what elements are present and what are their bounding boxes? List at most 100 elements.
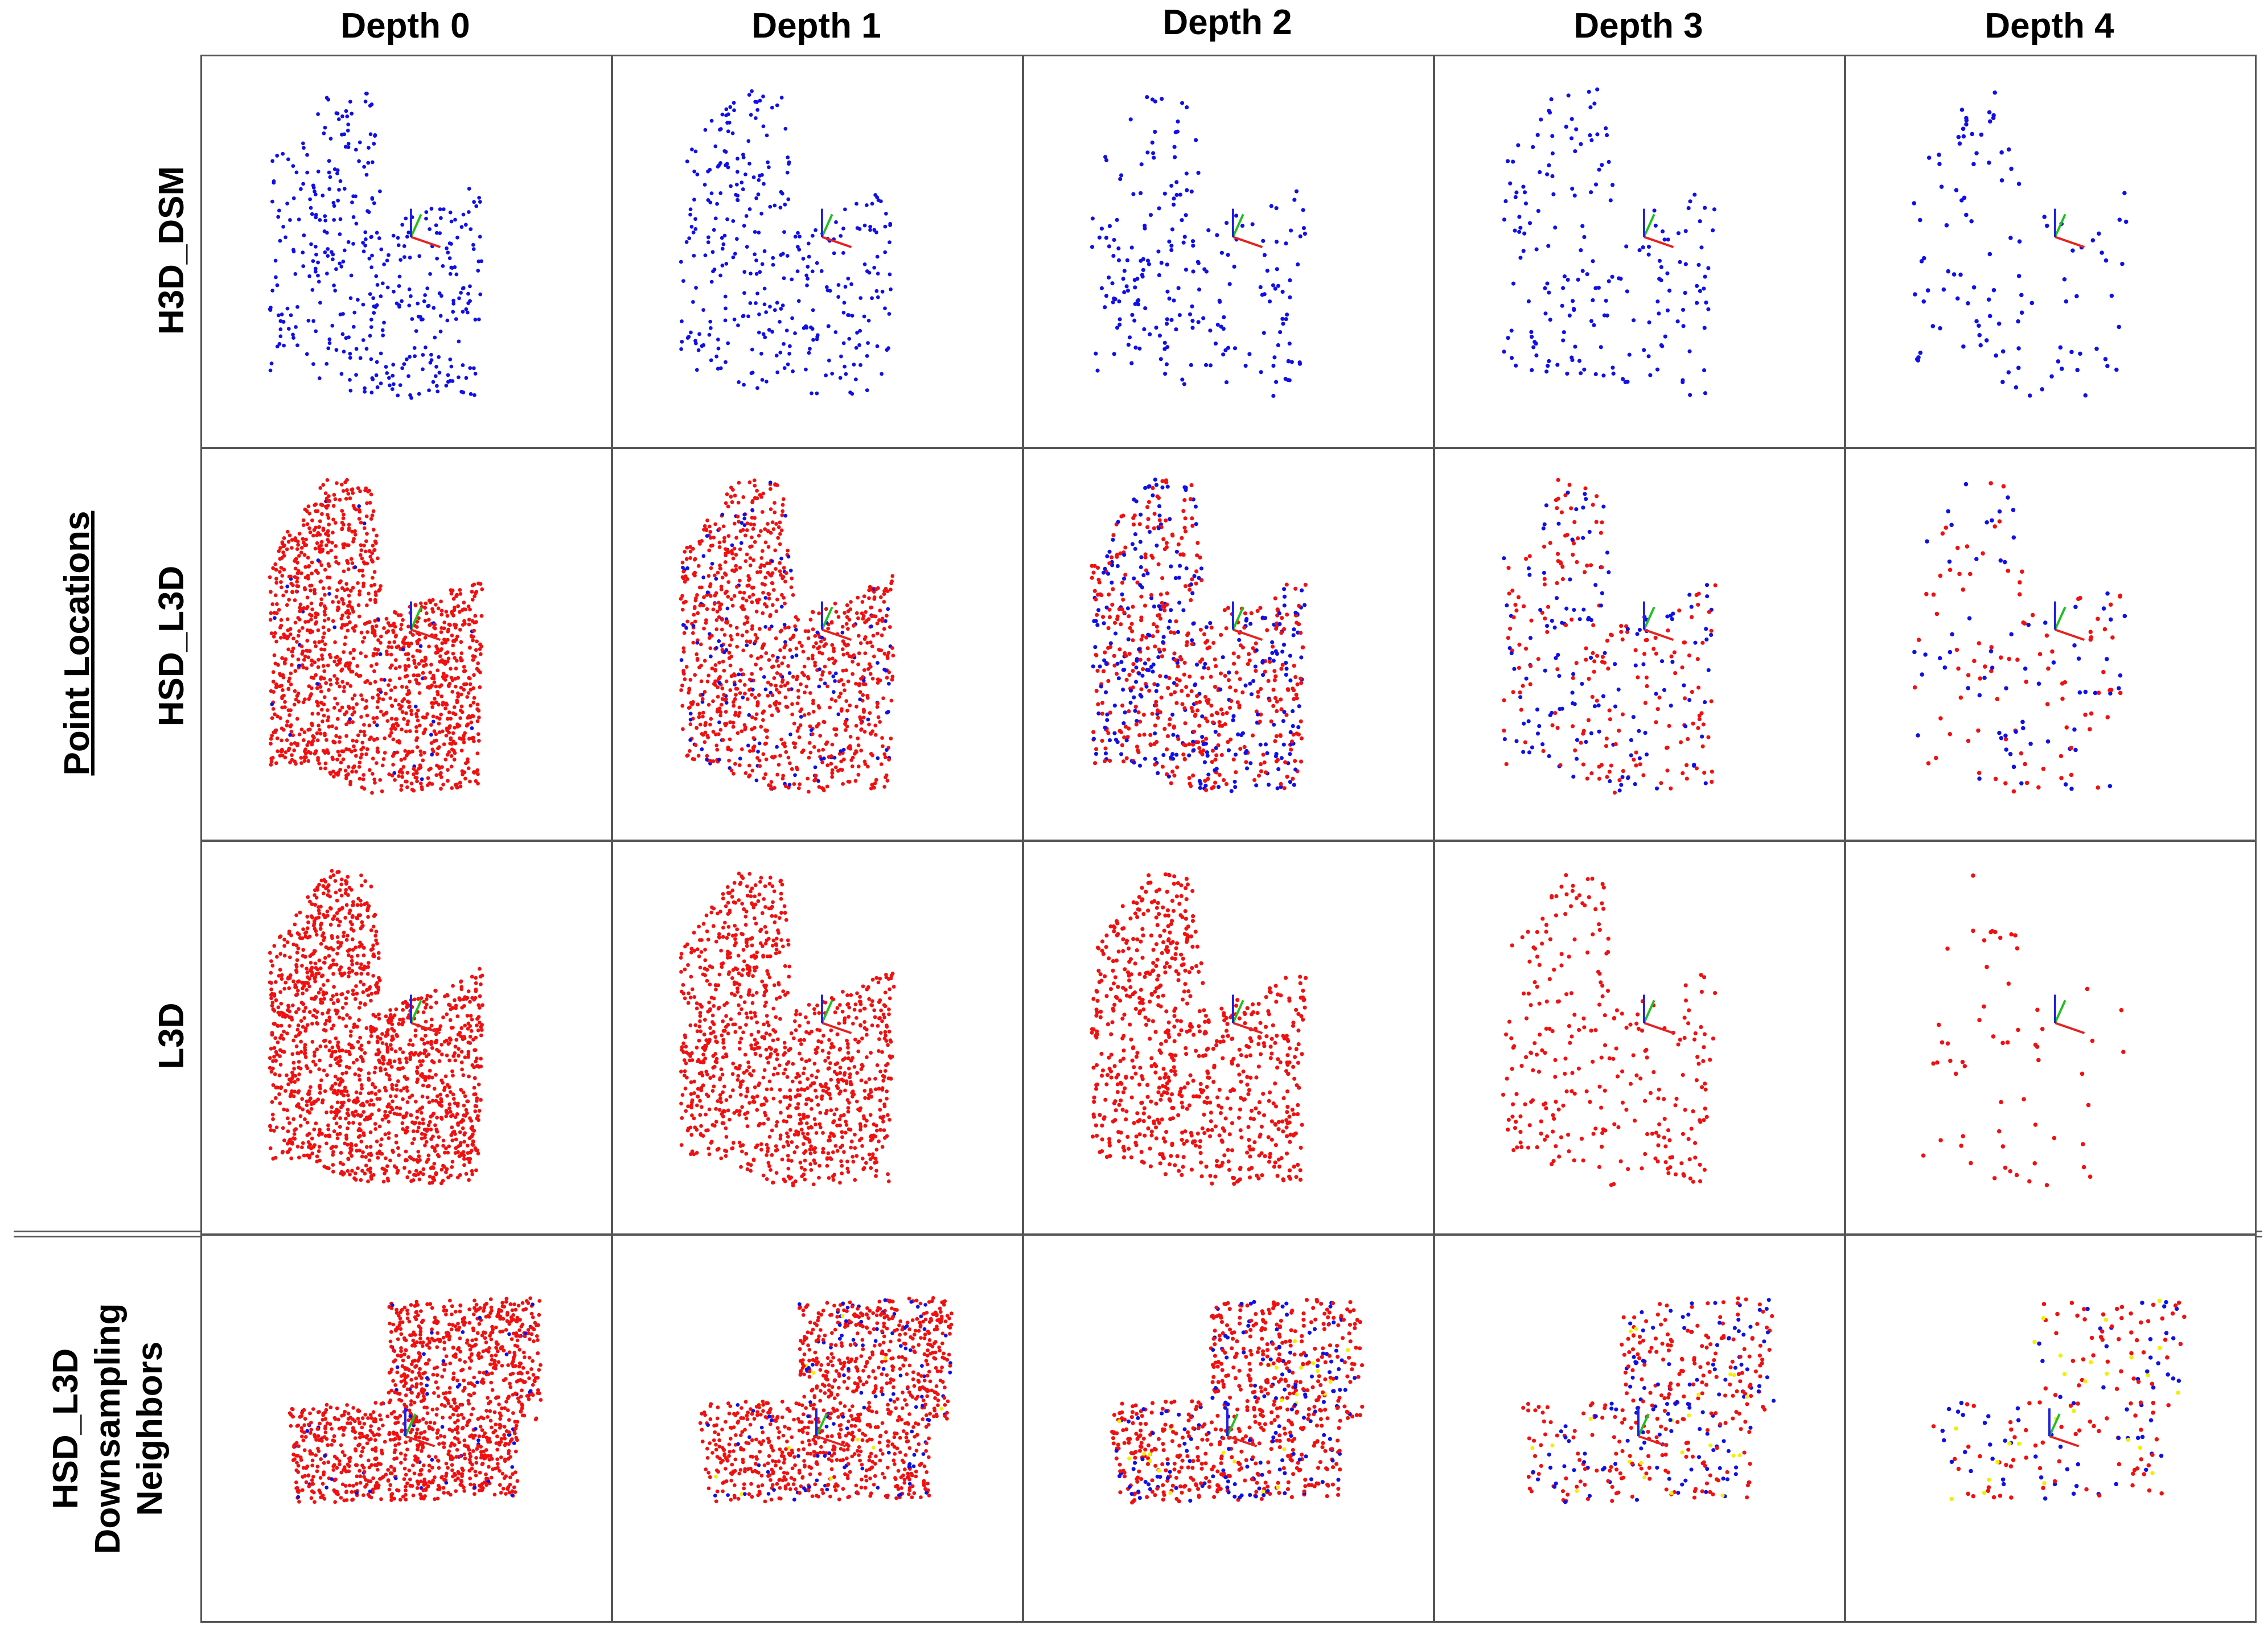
point-marker: [886, 710, 890, 714]
point-marker: [729, 549, 734, 553]
point-marker: [364, 752, 368, 756]
point-marker: [420, 777, 424, 782]
point-marker: [1584, 739, 1588, 745]
point-marker: [1247, 652, 1251, 656]
point-marker: [702, 690, 707, 694]
point-marker: [1709, 632, 1714, 637]
point-marker: [1117, 317, 1122, 322]
point-marker: [1511, 690, 1515, 694]
point-marker: [1528, 636, 1533, 640]
point-marker: [1529, 664, 1533, 668]
point-marker: [371, 716, 376, 721]
point-marker: [443, 757, 448, 762]
point-marker: [468, 299, 472, 303]
point-marker: [850, 392, 854, 396]
point-marker: [889, 287, 893, 291]
point-marker: [1137, 346, 1142, 351]
point-marker: [316, 711, 321, 716]
point-marker: [810, 732, 815, 737]
point-marker: [1228, 737, 1233, 742]
point-marker: [1583, 570, 1587, 574]
point-marker: [1519, 708, 1523, 712]
point-marker: [282, 343, 286, 348]
point-marker: [856, 634, 861, 638]
point-marker: [1215, 711, 1220, 715]
point-marker: [368, 334, 372, 338]
point-marker: [313, 192, 318, 197]
point-marker: [1151, 662, 1156, 667]
point-marker: [1262, 760, 1267, 765]
point-marker: [1209, 674, 1213, 679]
point-marker: [1099, 684, 1103, 689]
point-marker: [324, 681, 328, 685]
point-marker: [417, 662, 421, 666]
point-marker: [757, 597, 761, 602]
point-marker: [1202, 632, 1207, 636]
point-marker: [1174, 327, 1178, 332]
point-marker: [1624, 244, 1629, 249]
point-marker: [1641, 245, 1645, 250]
point-marker: [776, 536, 780, 540]
point-marker: [832, 251, 836, 256]
point-marker: [1617, 729, 1621, 733]
point-marker: [807, 711, 811, 716]
point-marker: [770, 693, 775, 697]
point-marker: [1645, 684, 1649, 689]
point-cloud-plot: [1502, 478, 1718, 795]
point-marker: [839, 354, 843, 359]
point-marker: [833, 679, 837, 683]
point-marker: [372, 311, 376, 315]
point-marker: [726, 745, 730, 750]
point-marker: [751, 748, 755, 753]
point-marker: [1153, 762, 1157, 767]
point-marker: [1200, 676, 1205, 680]
point-marker: [811, 308, 815, 312]
point-marker: [1157, 206, 1161, 211]
point-marker: [1189, 189, 1194, 194]
point-marker: [1549, 97, 1554, 102]
point-marker: [688, 556, 693, 560]
point-marker: [1201, 742, 1206, 747]
point-marker: [459, 704, 464, 709]
point-marker: [813, 634, 817, 638]
point-marker: [733, 252, 737, 256]
point-marker: [1704, 637, 1709, 642]
point-marker: [425, 783, 430, 787]
point-marker: [344, 336, 348, 340]
point-marker: [1181, 240, 1186, 245]
point-marker: [1107, 592, 1111, 597]
point-marker: [811, 709, 816, 714]
point-marker: [383, 736, 387, 741]
point-marker: [280, 705, 284, 710]
point-marker: [791, 674, 795, 679]
point-marker: [796, 299, 801, 303]
point-marker: [406, 644, 411, 648]
point-marker: [786, 362, 790, 367]
point-marker: [1206, 228, 1211, 233]
point-marker: [352, 744, 356, 748]
point-marker: [1284, 713, 1289, 717]
point-marker: [344, 109, 348, 113]
point-marker: [1221, 655, 1225, 660]
point-marker: [407, 303, 412, 308]
point-marker: [820, 673, 824, 677]
point-marker: [763, 596, 768, 600]
point-marker: [1185, 188, 1189, 192]
point-marker: [716, 346, 721, 351]
point-marker: [1644, 675, 1649, 680]
point-marker: [1692, 192, 1697, 197]
point-marker: [1233, 752, 1238, 757]
point-marker: [1282, 627, 1287, 632]
point-marker: [727, 758, 731, 763]
point-marker: [1584, 646, 1588, 651]
point-marker: [1285, 312, 1289, 317]
point-marker: [306, 649, 310, 653]
point-marker: [316, 558, 321, 562]
point-marker: [1593, 182, 1599, 187]
point-marker: [827, 755, 831, 759]
point-marker: [344, 710, 349, 714]
point-marker: [328, 175, 332, 179]
point-marker: [730, 603, 735, 608]
point-marker: [1591, 651, 1595, 655]
point-marker: [386, 629, 391, 634]
